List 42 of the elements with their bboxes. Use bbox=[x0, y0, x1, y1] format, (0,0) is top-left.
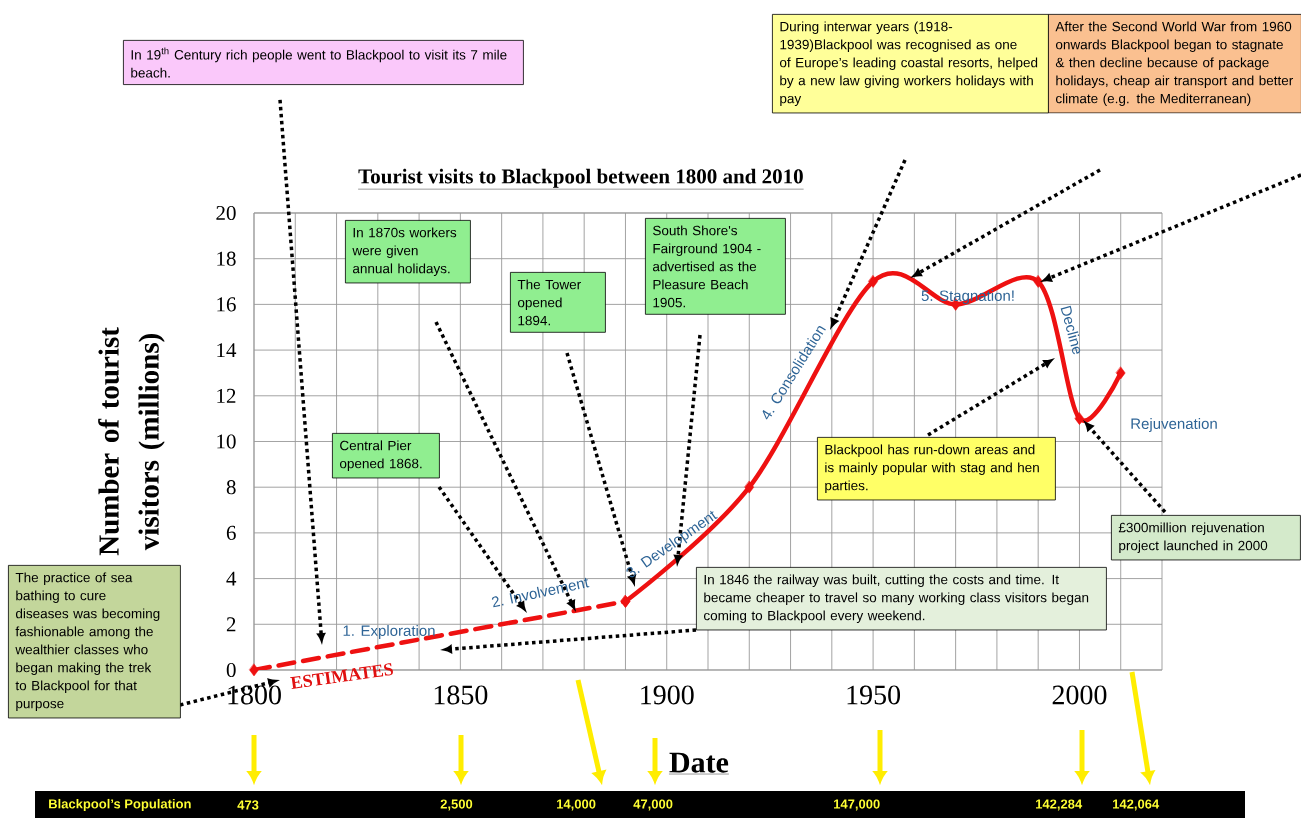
annotation: Blackpool has run-down areas and is mainly popular with stag and hen parties. bbox=[825, 444, 1039, 493]
chart-title: Tourist visits to Blackpool between 1800 and 2010 bbox=[358, 168, 803, 188]
annotation: £300million rejuvenation project launched in 2000 bbox=[1118, 522, 1268, 553]
x-tick-label: 1800 bbox=[228, 685, 281, 705]
y-tick-label: 20 bbox=[216, 205, 236, 221]
y-axis-title: Number of tourist visitors (millions) bbox=[98, 327, 165, 556]
text: 473 bbox=[237, 800, 259, 810]
text: During interwar years (1918-1939)Blackpool was recognised as one of Europe’s leading coastal resorts, helped by a new law giving workers holidays with pay bbox=[779, 21, 1038, 106]
annotation: Decline bbox=[1060, 305, 1081, 355]
text: 2,500 bbox=[440, 799, 473, 811]
y-tick-label: 4 bbox=[226, 571, 237, 586]
text: 147,000 bbox=[834, 799, 880, 811]
text: The practice of sea bathing to cure diseases was becoming fashionable among the wealthier classes who began making the trek to Blackpool for that purpose bbox=[15, 572, 160, 711]
annotation: Rejuvenation bbox=[1131, 417, 1217, 432]
text: 14,000 bbox=[557, 799, 596, 811]
text: 47,000 bbox=[633, 799, 673, 811]
annotation: The Tower opened 1894. bbox=[517, 279, 581, 326]
annotation: ESTIMATES bbox=[290, 663, 393, 689]
y-tick-label: 16 bbox=[217, 297, 236, 312]
x-tick-label: 1900 bbox=[641, 685, 694, 705]
text: After the Second World War from 1960 onwards Blackpool began to stagnate & then decline because of package holidays, cheap air transport and better climate (e.g. the Mediterranean) bbox=[1055, 21, 1294, 106]
y-tick-label: 10 bbox=[217, 434, 236, 449]
x-tick-label: 1950 bbox=[847, 685, 901, 705]
annotation: Central Pier opened 1868. bbox=[339, 440, 422, 471]
text: 142,064 bbox=[1113, 799, 1160, 811]
annotation: South Shore's Fairground 1904 - advertised as the Pleasure Beach 1905. bbox=[652, 225, 761, 308]
y-tick-label: 2 bbox=[226, 617, 236, 632]
annotation: In 1870s workers were given annual holidays. bbox=[352, 227, 457, 276]
x-axis-title: Date bbox=[669, 752, 729, 773]
annotation: In 1846 the railway was built, cutting the costs and time. It became cheaper to travel so many working class visitors began coming to Blackpool every weekend. bbox=[703, 574, 1089, 623]
y-tick-label: 0 bbox=[226, 662, 236, 678]
y-tick-label: 12 bbox=[217, 388, 236, 403]
annotation: 1. Exploration bbox=[343, 624, 435, 639]
text: In 19$^{th}$ Century rich people went to Blackpool to visit its 7 mile beach. bbox=[131, 47, 507, 78]
x-tick-label: 1850 bbox=[434, 685, 488, 705]
y-tick-label: 6 bbox=[226, 525, 236, 540]
text: Blackpool’s Population bbox=[49, 798, 191, 812]
y-tick-label: 8 bbox=[226, 480, 236, 495]
text: 142,284 bbox=[1036, 799, 1083, 811]
x-tick-label: 2000 bbox=[1052, 685, 1107, 705]
y-tick-label: 18 bbox=[217, 251, 236, 266]
y-tick-label: 14 bbox=[217, 343, 237, 358]
